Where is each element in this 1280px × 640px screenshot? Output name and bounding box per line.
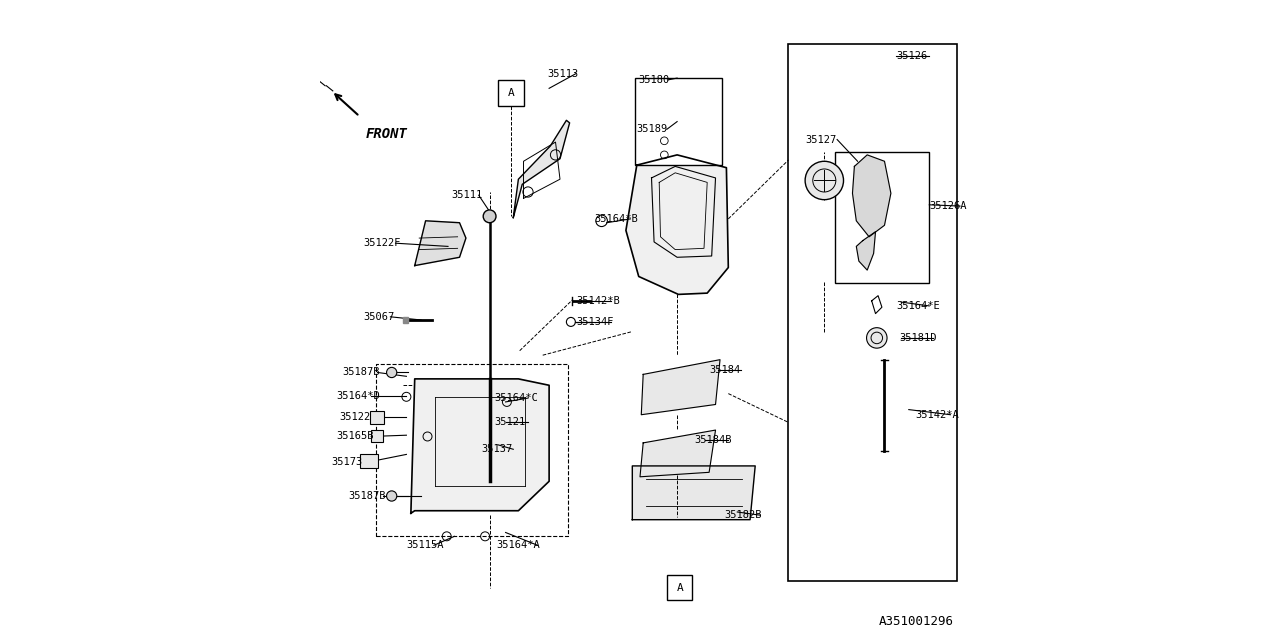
- Polygon shape: [632, 466, 755, 520]
- Circle shape: [867, 328, 887, 348]
- Text: 35126: 35126: [896, 51, 927, 61]
- Bar: [370, 411, 384, 424]
- Text: 35173: 35173: [332, 457, 362, 467]
- Bar: [635, 78, 722, 165]
- Text: 35164*C: 35164*C: [494, 393, 538, 403]
- Circle shape: [387, 491, 397, 501]
- FancyBboxPatch shape: [667, 575, 692, 600]
- Text: A351001296: A351001296: [878, 616, 954, 628]
- Text: 35137: 35137: [481, 444, 512, 454]
- Polygon shape: [513, 120, 570, 218]
- Polygon shape: [641, 360, 719, 415]
- Text: 35184: 35184: [709, 365, 740, 375]
- Bar: [836, 152, 929, 283]
- Text: 35164*E: 35164*E: [896, 301, 940, 311]
- Text: A: A: [507, 88, 515, 98]
- Text: 35134F: 35134F: [576, 317, 613, 327]
- FancyBboxPatch shape: [498, 80, 524, 106]
- Text: 35182B: 35182B: [724, 510, 762, 520]
- Polygon shape: [852, 155, 891, 237]
- Polygon shape: [415, 221, 466, 266]
- Polygon shape: [411, 379, 549, 513]
- Polygon shape: [856, 232, 876, 270]
- Text: 35142*B: 35142*B: [576, 296, 620, 306]
- Polygon shape: [640, 430, 716, 477]
- Text: 35142*A: 35142*A: [915, 410, 959, 420]
- Text: FRONT: FRONT: [366, 127, 408, 141]
- Text: 35113: 35113: [548, 68, 579, 79]
- Text: 35164*A: 35164*A: [497, 540, 540, 550]
- Polygon shape: [403, 317, 408, 323]
- Bar: [371, 430, 384, 442]
- Circle shape: [387, 367, 397, 378]
- Polygon shape: [626, 155, 728, 294]
- Text: 35189: 35189: [637, 124, 668, 134]
- Text: 35121: 35121: [494, 417, 525, 428]
- Text: 35122F: 35122F: [364, 238, 401, 248]
- Text: 35165B: 35165B: [335, 431, 374, 442]
- Text: 35164*B: 35164*B: [594, 214, 637, 224]
- Text: 35067: 35067: [364, 312, 394, 322]
- Bar: [360, 454, 378, 468]
- Text: 35115A: 35115A: [407, 540, 444, 550]
- Bar: [788, 44, 957, 581]
- Text: 35111: 35111: [452, 190, 483, 200]
- Text: 35164*D: 35164*D: [335, 390, 380, 401]
- Text: 35181D: 35181D: [900, 333, 937, 343]
- Text: 35122: 35122: [339, 412, 370, 422]
- Text: 35184B: 35184B: [694, 435, 732, 445]
- Circle shape: [805, 161, 844, 200]
- Text: 35180: 35180: [639, 75, 669, 85]
- Circle shape: [484, 210, 497, 223]
- Text: 35127: 35127: [805, 134, 836, 145]
- Text: 35187B: 35187B: [348, 491, 387, 501]
- Text: 35126A: 35126A: [929, 201, 966, 211]
- Text: 35187B: 35187B: [343, 367, 380, 378]
- Text: A: A: [676, 582, 684, 593]
